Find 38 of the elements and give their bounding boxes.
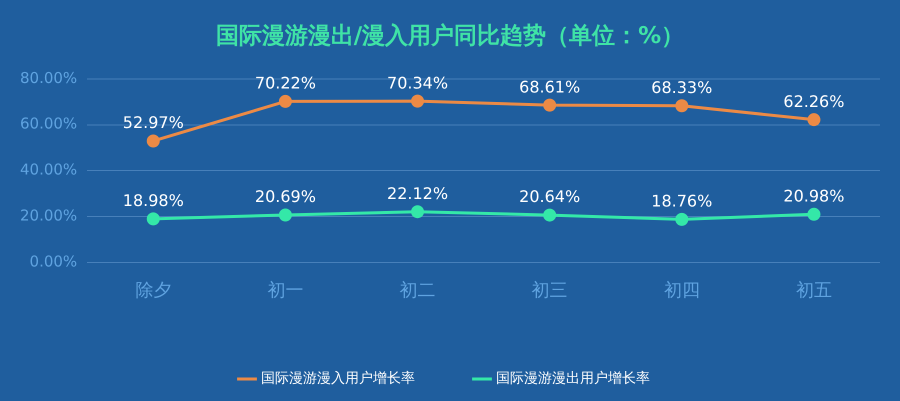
point <box>278 208 292 222</box>
data-label: 18.76% <box>651 192 712 211</box>
point <box>278 94 292 108</box>
point <box>543 208 556 222</box>
chart-title: 国际漫游漫出/漫入用户同比趋势（单位：%） <box>214 22 686 51</box>
data-label: 70.22% <box>254 74 316 93</box>
x-tick-label: 初五 <box>796 280 832 301</box>
y-tick-label: 0.00% <box>30 252 78 270</box>
data-label: 20.98% <box>783 186 844 206</box>
x-tick-label: 初一 <box>267 280 304 301</box>
y-tick-label: 40.00% <box>20 160 78 179</box>
x-tick-label: 初二 <box>400 280 436 301</box>
data-label: 68.61% <box>519 77 580 96</box>
x-tick-label: 初三 <box>532 280 568 301</box>
data-label: 20.69% <box>254 187 316 206</box>
legend-label: 国际漫游漫出用户增长率 <box>496 370 650 387</box>
x-tick-label: 除夕 <box>135 280 172 301</box>
data-label: 52.97% <box>122 113 184 132</box>
legend-label: 国际漫游漫入用户增长率 <box>261 370 415 387</box>
y-tick-label: 80.00% <box>20 68 78 87</box>
point <box>675 99 688 112</box>
point <box>411 205 424 218</box>
y-tick-label: 60.00% <box>20 114 78 133</box>
point <box>146 134 160 148</box>
point <box>411 94 424 108</box>
data-label: 68.33% <box>651 78 712 97</box>
data-label: 62.26% <box>783 92 844 111</box>
data-label: 70.34% <box>387 73 448 92</box>
data-label: 20.64% <box>519 187 580 206</box>
data-label: 18.98% <box>122 191 184 210</box>
point <box>543 98 556 112</box>
point <box>807 208 820 221</box>
data-label: 22.12% <box>387 184 448 203</box>
x-tick-label: 初四 <box>664 280 700 301</box>
point <box>675 212 688 226</box>
y-tick-label: 20.00% <box>20 206 78 224</box>
point <box>807 113 820 126</box>
point <box>146 212 160 226</box>
